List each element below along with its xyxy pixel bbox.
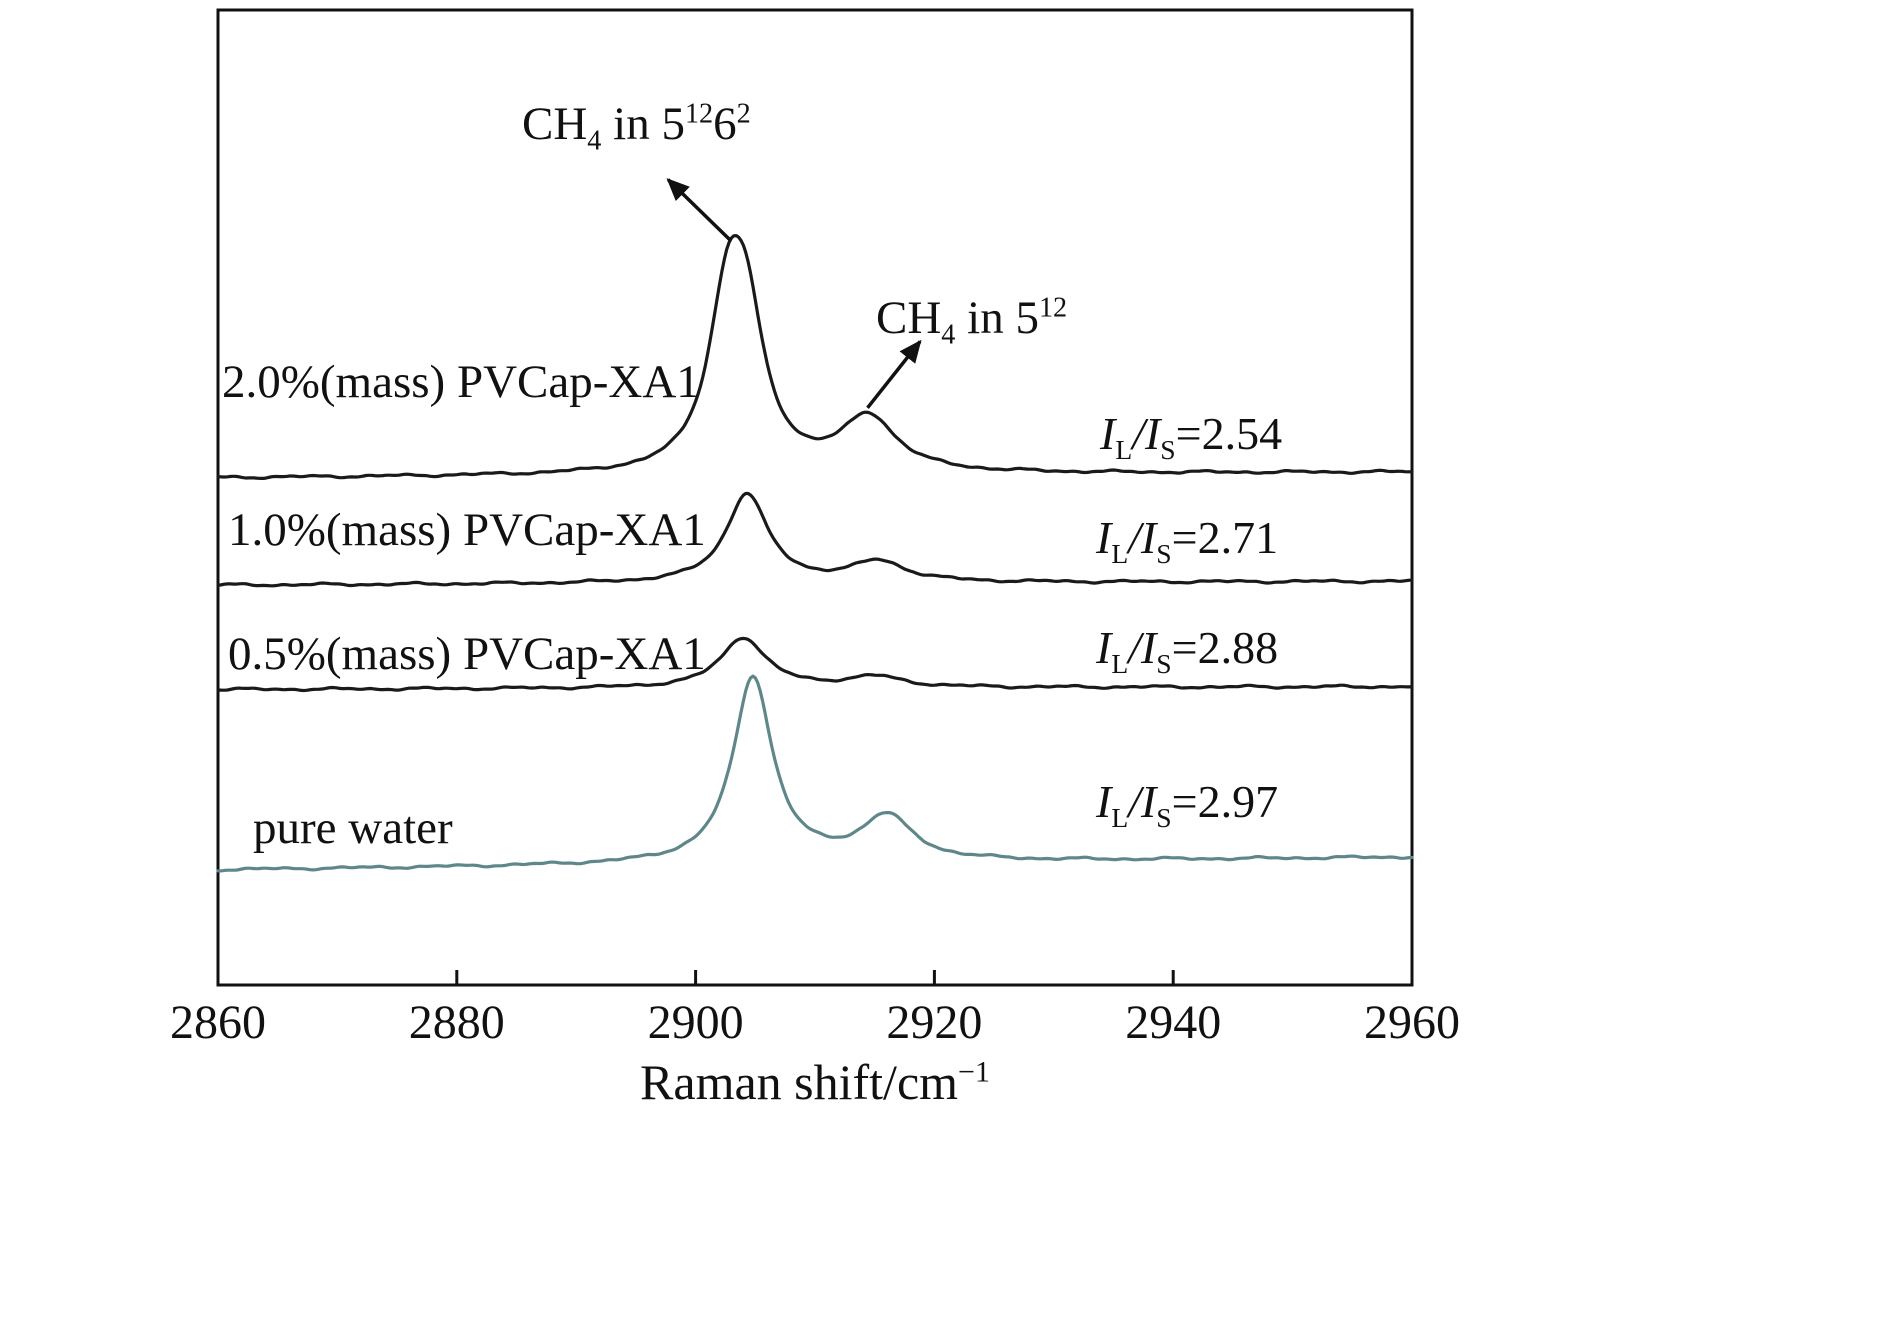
- x-tick-label: 2940: [1125, 996, 1222, 1049]
- series-label-pure-water: pure water: [253, 802, 453, 854]
- x-tick-label: 2900: [647, 996, 744, 1049]
- x-tick-label: 2880: [408, 996, 505, 1049]
- series-label-1.0-pvcap: 1.0%(mass) PVCap-XA1: [228, 504, 706, 556]
- ratio-label-2.54: IL/IS=2.54: [1100, 408, 1283, 466]
- ratio-label-2.71: IL/IS=2.71: [1096, 512, 1279, 570]
- series-label-0.5-pvcap: 0.5%(mass) PVCap-XA1: [228, 628, 706, 680]
- x-tick-label: 2860: [170, 996, 266, 1049]
- x-axis-title: Raman shift/cm−1: [640, 1054, 990, 1110]
- ratio-label-2.97: IL/IS=2.97: [1096, 776, 1279, 834]
- ratio-label-2.88: IL/IS=2.88: [1096, 622, 1279, 680]
- peak-annotation-large-cage: CH4 in 51262: [522, 98, 751, 157]
- x-tick-label: 2960: [1364, 996, 1460, 1049]
- peak-annotation-small-cage: CH4 in 512: [876, 292, 1068, 351]
- x-tick-label: 2920: [886, 996, 983, 1049]
- series-label-2.0-pvcap: 2.0%(mass) PVCap-XA1: [222, 356, 700, 408]
